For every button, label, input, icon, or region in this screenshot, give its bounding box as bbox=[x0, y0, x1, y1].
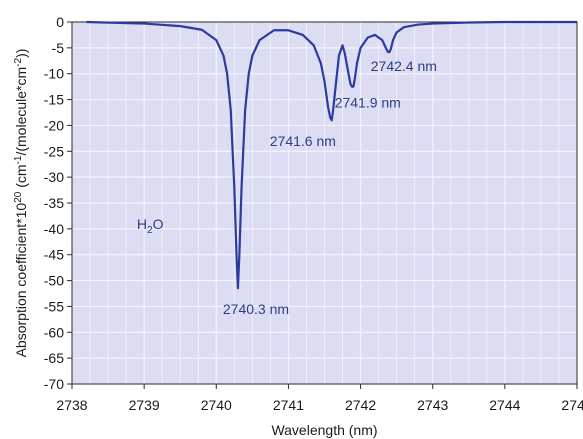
peak-annotation-label: 2740.3 nm bbox=[223, 301, 289, 317]
x-tick-label: 2744 bbox=[489, 397, 520, 413]
x-axis-title: Wavelength (nm) bbox=[271, 422, 377, 438]
x-tick-label: 2739 bbox=[129, 397, 160, 413]
y-tick-label: -50 bbox=[44, 273, 64, 289]
y-axis-title-mid: (cm bbox=[13, 164, 29, 191]
x-tick-label: 2738 bbox=[56, 397, 87, 413]
y-tick-label: 0 bbox=[56, 14, 64, 30]
peak-annotation-label: 2741.6 nm bbox=[270, 133, 336, 149]
y-axis-title-base: Absorption coefficient*10 bbox=[13, 203, 29, 358]
y-axis-title-end: )) bbox=[13, 49, 29, 58]
y-tick-label: -55 bbox=[44, 298, 64, 314]
y-tick-label: -60 bbox=[44, 324, 64, 340]
x-tick-label: 2742 bbox=[345, 397, 376, 413]
y-tick-label: -65 bbox=[44, 350, 64, 366]
x-tick-label: 2743 bbox=[417, 397, 448, 413]
absorption-series-line bbox=[86, 20, 577, 290]
y-axis-title-exp1: 20 bbox=[13, 191, 24, 203]
x-tick-label: 2745 bbox=[561, 397, 583, 413]
y-tick-label: -40 bbox=[44, 221, 64, 237]
species-rest: O bbox=[153, 216, 164, 232]
y-axis-title-exp3: -2 bbox=[13, 57, 24, 66]
peak-annotation-label: 2742.4 nm bbox=[371, 58, 437, 74]
species-label: H2O bbox=[137, 216, 164, 236]
x-axis-ticks: 2738 2739 2740 2741 2742 2743 2744 2745 bbox=[56, 384, 583, 413]
y-tick-label: -30 bbox=[44, 169, 64, 185]
y-tick-label: -70 bbox=[44, 376, 64, 392]
y-axis-ticks: 0 -5 -10 -15 -20 -25 -30 -35 -40 -45 -50 -55 -60 -65 -… bbox=[44, 14, 72, 392]
x-tick-label: 2740 bbox=[201, 397, 232, 413]
y-tick-label: -5 bbox=[52, 40, 65, 56]
y-tick-label: -45 bbox=[44, 247, 64, 263]
species-subscript: 2 bbox=[147, 225, 153, 236]
y-tick-label: -25 bbox=[44, 143, 64, 159]
y-tick-label: -15 bbox=[44, 92, 64, 108]
x-tick-label: 2741 bbox=[273, 397, 304, 413]
y-axis-title: Absorption coefficient*1020 (cm-1/(molec… bbox=[13, 49, 29, 358]
y-tick-label: -20 bbox=[44, 117, 64, 133]
y-tick-label: -35 bbox=[44, 195, 64, 211]
peak-annotations: 2740.3 nm 2741.6 nm 2741.9 nm 2742.4 nm bbox=[223, 58, 437, 317]
y-axis-title-mid2: /(molecule*cm bbox=[13, 67, 29, 156]
species-base: H bbox=[137, 216, 147, 232]
y-axis-title-exp2: -1 bbox=[13, 155, 24, 164]
peak-annotation-label: 2741.9 nm bbox=[335, 94, 401, 110]
y-tick-label: -10 bbox=[44, 66, 64, 82]
